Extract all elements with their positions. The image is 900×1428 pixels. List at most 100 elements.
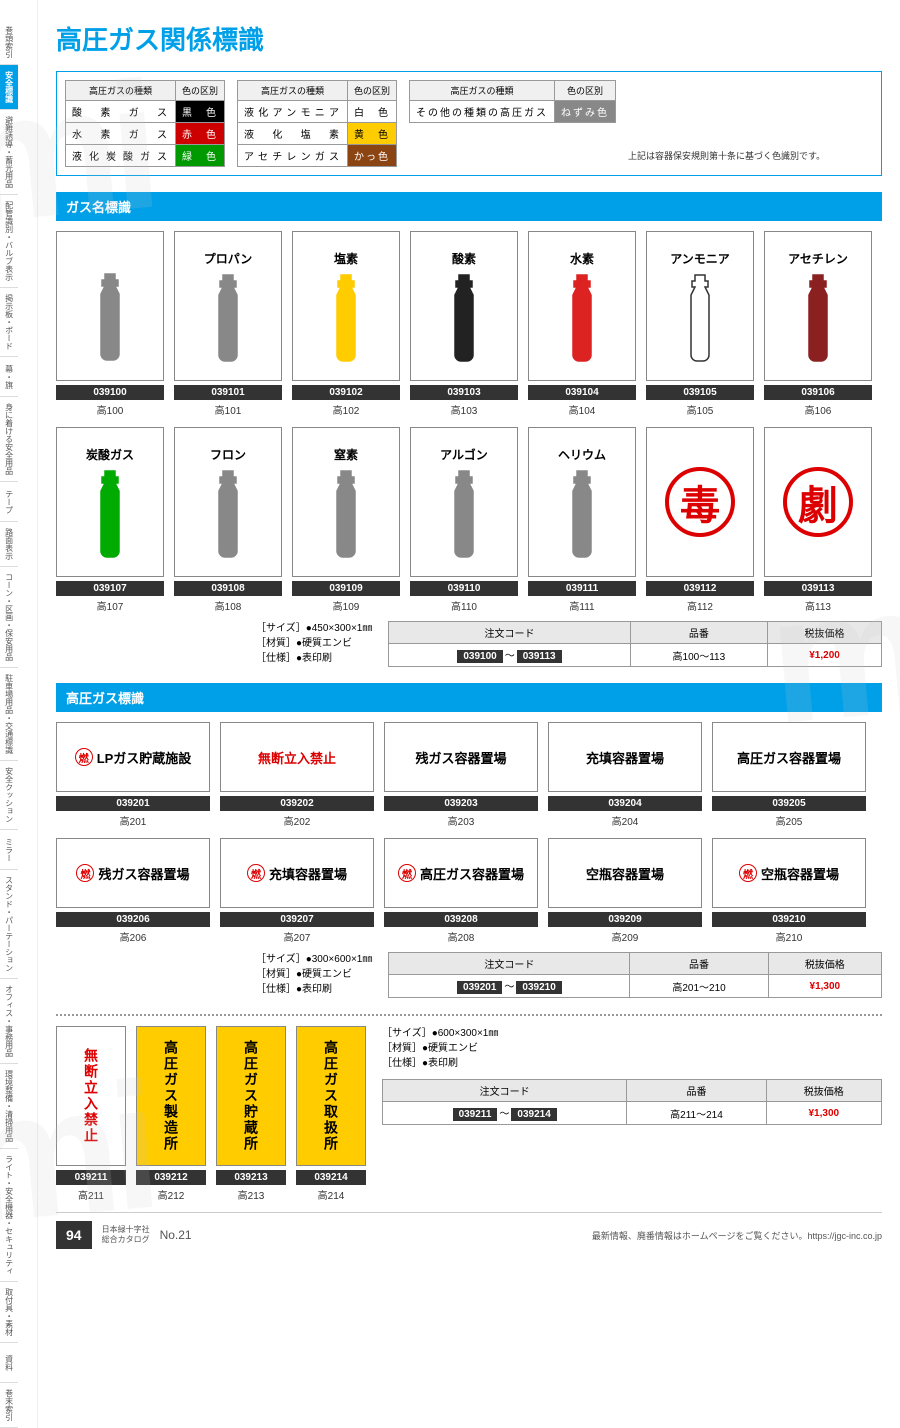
color-table: 高圧ガスの種類色の区別その他の種類の高圧ガスねずみ色 <box>409 80 616 123</box>
product-code: 039209 <box>548 912 702 927</box>
sidebar-item[interactable]: 掲示板・ボード <box>0 288 18 357</box>
product-code: 039210 <box>712 912 866 927</box>
spec-size: ［サイズ］●600×300×1㎜ <box>382 1026 882 1041</box>
circle-symbol: 劇 <box>783 467 853 537</box>
sidebar-item[interactable]: 安全クッション <box>0 761 18 830</box>
product-subcode: 高108 <box>174 598 282 613</box>
product-subcode: 高103 <box>410 402 518 417</box>
gas-label: 水素 <box>570 250 594 267</box>
sign-text: 空瓶容器置場 <box>586 864 664 883</box>
hp-gas-sign-card: 高圧ガス容器置場039205高205 <box>712 722 866 828</box>
catalog-number: No.21 <box>160 1228 192 1242</box>
product-subcode: 高209 <box>548 929 702 944</box>
sidebar-item[interactable]: ミラー <box>0 830 18 870</box>
hp-gas-sign-card: 充填容器置場039204高204 <box>548 722 702 828</box>
gas-sign-card: アセチレン039106高106 <box>764 231 872 417</box>
gas-label: 塩素 <box>334 250 358 267</box>
product-code: 039202 <box>220 796 374 811</box>
sidebar-item[interactable]: 配管識別・バルブ表示 <box>0 195 18 288</box>
hp-gas-sign-card: 燃充填容器置場039207高207 <box>220 838 374 944</box>
spec-size: ［サイズ］●300×600×1㎜ <box>256 952 372 967</box>
sidebar-item[interactable]: 身に着ける安全用品 <box>0 397 18 482</box>
product-code: 039207 <box>220 912 374 927</box>
spec-material: ［材質］●硬質エンビ <box>256 967 372 982</box>
vertical-sign-card: 高圧ガス製造所039212高212 <box>136 1026 206 1202</box>
product-code: 039106 <box>764 385 872 400</box>
gas-label: ヘリウム <box>558 446 606 463</box>
gas-sign-card: ヘリウム039111高111 <box>528 427 636 613</box>
sidebar-item[interactable]: 資料 <box>0 1343 18 1383</box>
category-sidebar: 巻頭索引安全標識避難誘導・蓄光用品配管識別・バルブ表示掲示板・ボード幕・旗身に着… <box>0 0 38 1428</box>
spec-size: ［サイズ］●450×300×1㎜ <box>256 621 372 636</box>
gas-label: プロパン <box>204 250 253 267</box>
sign-text: 残ガス容器置場 <box>98 864 189 883</box>
page-title: 高圧ガス関係標識 <box>56 20 882 57</box>
sidebar-item[interactable]: 路面表示 <box>0 522 18 567</box>
product-code: 039112 <box>646 581 754 596</box>
sidebar-item[interactable]: テープ <box>0 482 18 522</box>
product-subcode: 高112 <box>646 598 754 613</box>
color-note: 上記は容器保安規則第十条に基づく色識別です。 <box>628 150 825 167</box>
hp-gas-sign-card: 空瓶容器置場 039209 高209 <box>548 838 702 944</box>
sidebar-item[interactable]: オフィス・事務用品 <box>0 979 18 1064</box>
sidebar-item[interactable]: ライト・安全機器・セキュリティ <box>0 1149 18 1282</box>
bottle-icon <box>206 469 250 559</box>
sidebar-item[interactable]: コーン・区画・保安用品 <box>0 567 18 668</box>
product-code: 039214 <box>296 1170 366 1185</box>
price-table-2: 注文コード品番税抜価格 039201〜039210高201〜210¥1,300 <box>388 952 882 998</box>
sidebar-item[interactable]: 駐車場用品・交通標識 <box>0 668 18 761</box>
section-header-gas-name: ガス名標識 <box>56 192 882 221</box>
gas-sign-card: アルゴン039110高110 <box>410 427 518 613</box>
price-table-1: 注文コード品番税抜価格 039100〜039113高100〜113¥1,200 <box>388 621 882 667</box>
sign-text: 高圧ガス容器置場 <box>737 748 841 767</box>
circle-symbol: 毒 <box>665 467 735 537</box>
sidebar-item[interactable]: 環境整備・清掃用品 <box>0 1064 18 1149</box>
product-code: 039113 <box>764 581 872 596</box>
sidebar-item[interactable]: 避難誘導・蓄光用品 <box>0 110 18 195</box>
gas-sign-card: 毒 039112 高112 <box>646 427 754 613</box>
bottle-icon <box>796 273 840 363</box>
gas-name-signs-grid: 039100高100プロパン039101高101塩素039102高102酸素03… <box>56 231 882 613</box>
spec-finish: ［仕様］●表印刷 <box>256 651 372 666</box>
product-code: 039101 <box>174 385 282 400</box>
product-code: 039103 <box>410 385 518 400</box>
vertical-sign-card: 無断立入禁止039211高211 <box>56 1026 126 1202</box>
spec-finish: ［仕様］●表印刷 <box>382 1056 882 1071</box>
bottle-icon <box>560 469 604 559</box>
product-subcode: 高213 <box>216 1187 286 1202</box>
vertical-sign-card: 高圧ガス取扱所039214高214 <box>296 1026 366 1202</box>
vertical-sign: 高圧ガス取扱所 <box>296 1026 366 1166</box>
product-code: 039213 <box>216 1170 286 1185</box>
nen-icon: 燃 <box>75 748 93 766</box>
product-code: 039212 <box>136 1170 206 1185</box>
hp-gas-sign-card: 燃残ガス容器置場039206高206 <box>56 838 210 944</box>
bottle-icon <box>324 469 368 559</box>
product-code: 039203 <box>384 796 538 811</box>
sign-text: 空瓶容器置場 <box>761 864 839 883</box>
nen-icon: 燃 <box>739 864 757 882</box>
product-subcode: 高100 <box>56 402 164 417</box>
vertical-sign-card: 高圧ガス貯蔵所039213高213 <box>216 1026 286 1202</box>
product-subcode: 高204 <box>548 813 702 828</box>
vertical-sign: 無断立入禁止 <box>56 1026 126 1166</box>
product-subcode: 高111 <box>528 598 636 613</box>
gas-sign-card: 酸素 039103 高103 <box>410 231 518 417</box>
product-subcode: 高109 <box>292 598 400 613</box>
sidebar-item[interactable]: 幕・旗 <box>0 357 18 397</box>
sign-text: 充填容器置場 <box>269 864 347 883</box>
bottle-icon <box>88 272 132 362</box>
sidebar-item[interactable]: 安全標識 <box>0 65 18 110</box>
product-code: 039206 <box>56 912 210 927</box>
gas-label: 酸素 <box>452 250 476 267</box>
hp-gas-sign-card: 燃LPガス貯蔵施設039201高201 <box>56 722 210 828</box>
product-subcode: 高106 <box>764 402 872 417</box>
hp-gas-signs-grid: 燃LPガス貯蔵施設039201高201無断立入禁止039202高202残ガス容器… <box>56 722 882 944</box>
sidebar-item[interactable]: 巻末索引 <box>0 1383 18 1428</box>
product-code: 039100 <box>56 385 164 400</box>
product-subcode: 高205 <box>712 813 866 828</box>
nen-icon: 燃 <box>247 864 265 882</box>
product-subcode: 高202 <box>220 813 374 828</box>
sidebar-item[interactable]: 巻頭索引 <box>0 20 18 65</box>
sidebar-item[interactable]: スタンド・パーテーション <box>0 870 18 979</box>
product-subcode: 高110 <box>410 598 518 613</box>
